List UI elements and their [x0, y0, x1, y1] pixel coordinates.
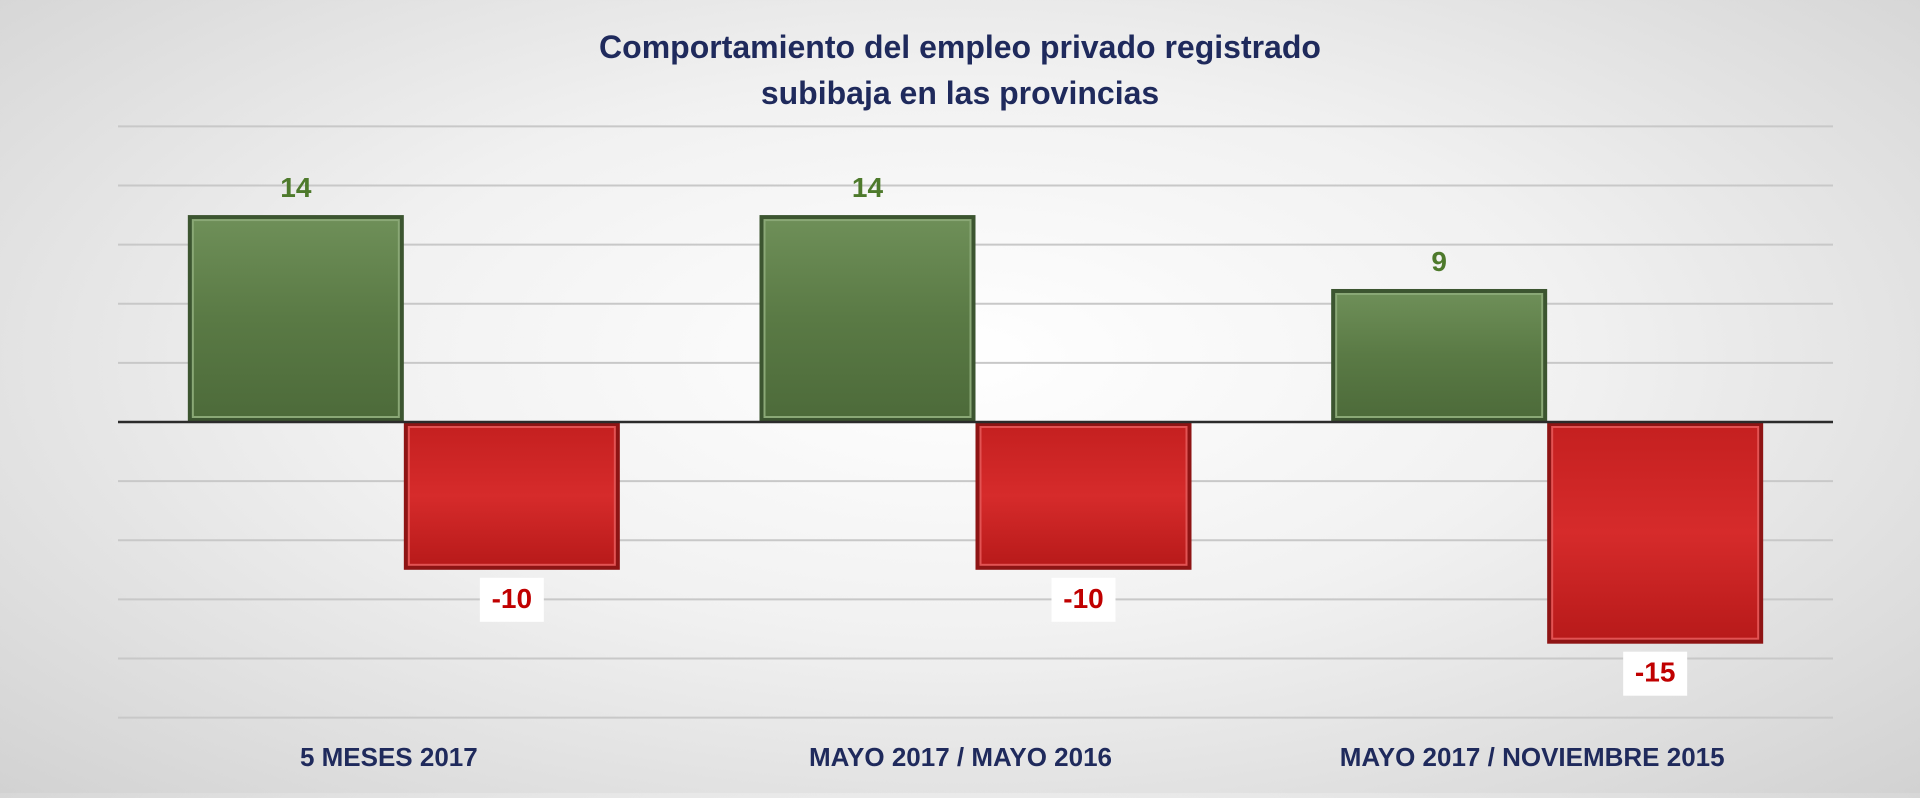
bar-face	[1551, 426, 1760, 640]
data-label-bg	[1623, 651, 1688, 696]
bars	[187, 215, 1764, 644]
bar-face	[407, 426, 616, 566]
category-label: 5 MESES 2017	[300, 742, 478, 772]
category-label: MAYO 2017 / MAYO 2016	[809, 742, 1112, 772]
data-label-bg	[479, 577, 544, 622]
category-label: MAYO 2017 / NOVIEMBRE 2015	[1340, 742, 1725, 772]
bar-face	[979, 426, 1188, 566]
category-labels: 5 MESES 2017 MAYO 2017 / MAYO 2016 MAYO 20…	[300, 742, 1725, 772]
chart-title-line2: subibaja en las provincias	[761, 75, 1159, 111]
chart-title-line1: Comportamiento del empleo privado regist…	[599, 29, 1321, 65]
data-label: 14	[280, 172, 312, 203]
bar-face	[191, 219, 400, 418]
data-label: 9	[1431, 246, 1447, 277]
data-label: 14	[852, 172, 884, 203]
data-labels: 14 -10 14 -10 9 -15	[280, 172, 1688, 696]
data-label: -10	[1063, 583, 1103, 614]
bar-face	[763, 219, 972, 418]
data-label: -15	[1635, 657, 1675, 688]
data-label: -10	[492, 583, 532, 614]
data-label-bg	[1051, 577, 1116, 622]
bar-face	[1335, 292, 1544, 419]
